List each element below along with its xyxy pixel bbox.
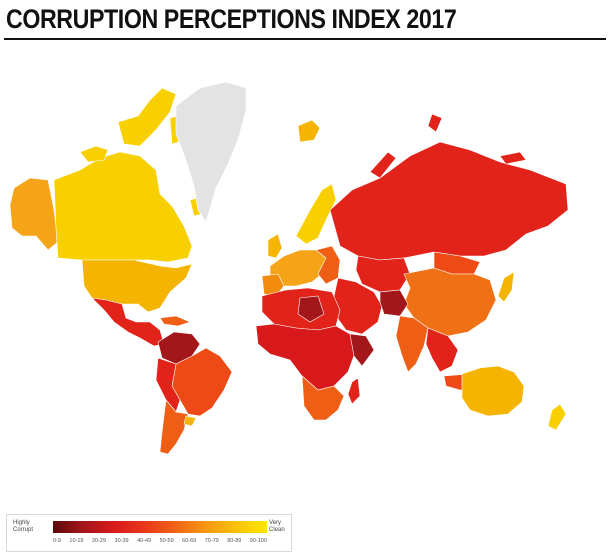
legend-low-label: Highly Corrupt xyxy=(13,520,34,533)
region-southeast-asia[interactable] xyxy=(425,327,459,373)
region-russia[interactable] xyxy=(329,141,569,261)
region-russia-islands[interactable] xyxy=(369,113,527,179)
title-underline xyxy=(4,38,606,40)
region-north-south-america[interactable] xyxy=(157,331,201,365)
legend-tick: 70-79 xyxy=(204,538,219,544)
map-legend: Highly Corrupt Very Clean 0-9 10-19 20-2… xyxy=(6,514,292,552)
region-southern-cone[interactable] xyxy=(159,399,189,455)
region-new-zealand[interactable] xyxy=(547,403,567,431)
world-map xyxy=(9,81,569,455)
legend-tick: 50-59 xyxy=(159,538,174,544)
legend-high-label: Very Clean xyxy=(269,520,285,533)
region-uruguay[interactable] xyxy=(183,415,197,427)
legend-tick: 30-39 xyxy=(114,538,129,544)
region-iceland[interactable] xyxy=(297,119,321,143)
region-india[interactable] xyxy=(395,315,429,373)
region-alaska[interactable] xyxy=(9,177,59,251)
legend-tick: 90-100 xyxy=(249,538,267,544)
legend-tick: 40-49 xyxy=(137,538,152,544)
region-southern-africa[interactable] xyxy=(301,375,345,421)
region-afghanistan[interactable] xyxy=(379,289,409,317)
region-mexico[interactable] xyxy=(91,297,165,347)
legend-tick: 20-29 xyxy=(91,538,107,544)
region-canada[interactable] xyxy=(53,151,193,263)
legend-tick: 80-89 xyxy=(227,538,242,544)
region-madagascar[interactable] xyxy=(347,377,361,405)
region-west-central-africa[interactable] xyxy=(255,323,357,391)
legend-color-scale xyxy=(53,521,267,533)
region-caribbean[interactable] xyxy=(159,315,191,327)
legend-ticks: 0-9 10-19 20-29 30-39 40-49 50-59 60-69 … xyxy=(53,538,267,544)
region-australia[interactable] xyxy=(461,365,525,417)
region-greenland[interactable] xyxy=(175,81,247,223)
region-japan[interactable] xyxy=(497,271,515,303)
region-uk[interactable] xyxy=(267,233,283,259)
region-libya[interactable] xyxy=(297,295,325,323)
page-title: CORRUPTION PERCEPTIONS INDEX 2017 xyxy=(6,4,457,34)
region-iberia[interactable] xyxy=(261,273,285,297)
region-andes[interactable] xyxy=(155,357,181,413)
legend-tick: 10-19 xyxy=(69,538,84,544)
legend-tick: 60-69 xyxy=(182,538,197,544)
region-horn-of-africa[interactable] xyxy=(349,333,375,367)
region-eastern-europe[interactable] xyxy=(315,245,341,285)
legend-tick: 0-9 xyxy=(53,538,61,544)
region-scandinavia[interactable] xyxy=(295,183,337,245)
